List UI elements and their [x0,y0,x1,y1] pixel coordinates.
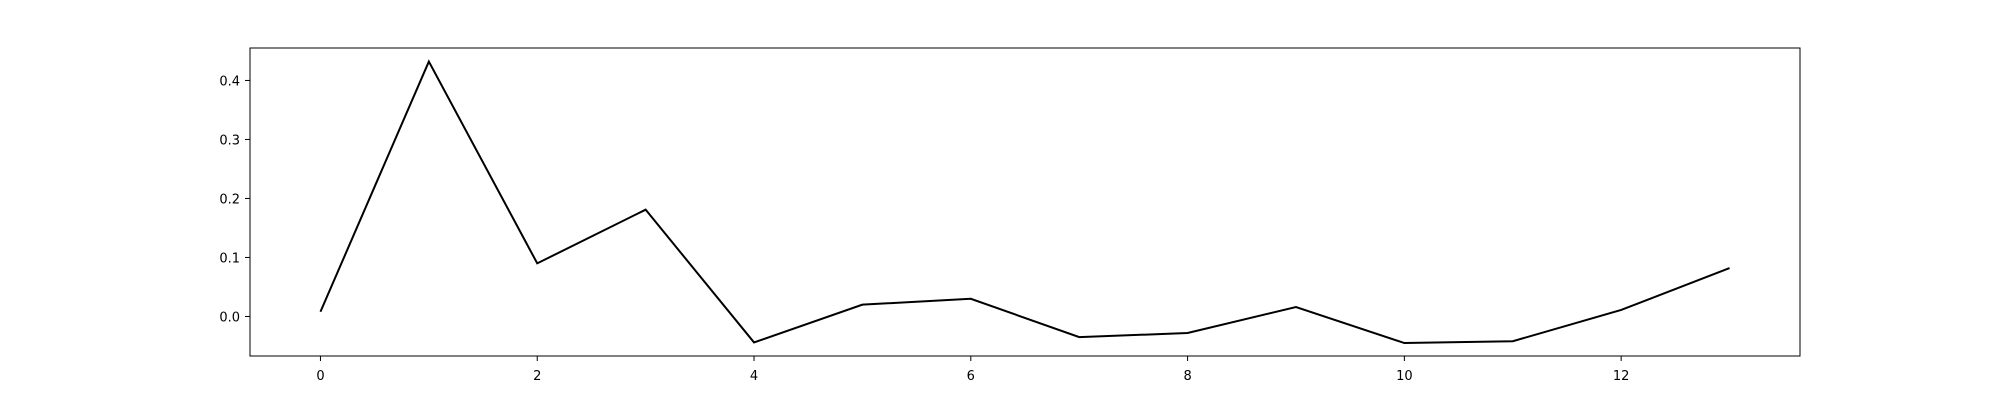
plot-area-frame [249,47,1801,357]
x-tick-label: 4 [750,369,758,384]
x-tick-label: 8 [1183,369,1191,384]
series-line [319,59,1730,345]
y-tick-label: 0.3 [219,133,240,148]
x-tick-label: 12 [1613,369,1630,384]
x-tick-label: 2 [533,369,541,384]
series-lines [319,59,1730,345]
y-tick-label: 0.0 [219,310,240,325]
x-tick-label: 6 [967,369,975,384]
y-tick-label: 0.2 [219,192,240,207]
x-tick-label: 10 [1396,369,1413,384]
y-tick-label: 0.4 [219,74,240,89]
x-tick-label: 0 [316,369,324,384]
x-axis-ticks: 0 2 4 6 8 10 12 [316,356,1629,384]
y-tick-label: 0.1 [219,251,240,266]
y-axis-ticks: 0.0 0.1 0.2 0.3 0.4 [219,74,250,325]
